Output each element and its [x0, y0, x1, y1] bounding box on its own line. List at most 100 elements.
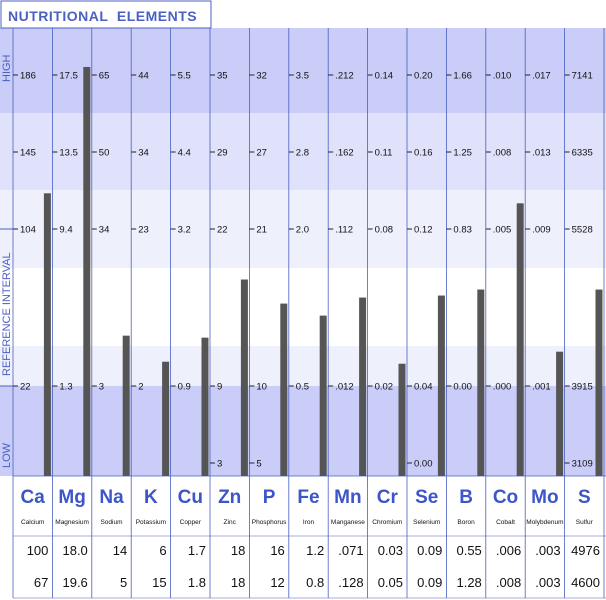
element-symbol: Mg — [58, 487, 85, 508]
tick-label: 23 — [138, 225, 149, 236]
result-value-1: 18 — [231, 543, 245, 558]
column-p: 32 27 21 10 5 P Phosphorus 16 12 — [249, 71, 288, 590]
band-0 — [0, 28, 606, 113]
column-cu: 5.5 4.4 3.2 0.9 Cu Copper 1.7 1.8 — [170, 71, 209, 590]
bar-s — [595, 289, 603, 476]
result-value-1: 1.7 — [188, 543, 206, 558]
column-ca: 186 145 104 22 Ca Calcium 100 67 — [13, 71, 51, 590]
tick-label: 0.00 — [414, 459, 433, 470]
tick-label: 0.83 — [453, 225, 472, 236]
bar-cu — [201, 337, 209, 476]
element-symbol: K — [144, 487, 158, 508]
column-mg: 17.5 13.5 9.4 1.3 Mg Magnesium 18.0 19.6 — [52, 66, 91, 590]
background-bands — [0, 28, 606, 600]
result-value-2: 12 — [270, 575, 284, 590]
tick-label: 3 — [217, 459, 222, 470]
result-value-2: 0.05 — [378, 575, 403, 590]
element-symbol: Fe — [297, 487, 319, 508]
tick-label: 2.0 — [296, 225, 309, 236]
tick-label: 0.11 — [375, 148, 393, 159]
element-symbol: Cr — [377, 487, 399, 508]
tick-label: 0.5 — [296, 382, 309, 393]
tick-label: 0.00 — [453, 382, 472, 393]
result-value-1: 100 — [27, 543, 49, 558]
tick-label: 9.4 — [59, 225, 72, 236]
tick-label: 27 — [256, 148, 267, 159]
tick-label: .010 — [493, 71, 512, 82]
result-value-2: 1.8 — [188, 575, 206, 590]
bar-b — [477, 289, 485, 476]
tick-label: 2 — [138, 382, 143, 393]
element-name: Phosphorus — [252, 519, 287, 526]
element-symbol: Mn — [334, 487, 361, 508]
element-symbol: Na — [99, 487, 124, 508]
bar-mn — [359, 297, 367, 476]
result-value-1: 0.09 — [417, 543, 442, 558]
band-3 — [0, 229, 606, 268]
tick-label: 4.4 — [178, 148, 191, 159]
tick-label: 5528 — [572, 225, 593, 236]
element-name: Copper — [180, 519, 202, 526]
element-name: Zinc — [224, 519, 237, 526]
result-value-1: .071 — [338, 543, 363, 558]
bar-k — [162, 361, 170, 476]
result-value-2: 67 — [34, 575, 48, 590]
element-symbol: Mo — [531, 487, 558, 508]
tick-label: 3.5 — [296, 71, 309, 82]
result-value-2: 19.6 — [62, 575, 87, 590]
tick-label: 0.14 — [375, 71, 394, 82]
result-value-1: 6 — [159, 543, 166, 558]
element-name: Cobalt — [496, 519, 515, 526]
title-box — [0, 0, 212, 29]
side-label-high: HIGH — [1, 54, 13, 82]
tick-label: .013 — [532, 148, 551, 159]
result-value-2: .128 — [338, 575, 363, 590]
bar-mo — [556, 351, 564, 476]
result-value-2: 18 — [231, 575, 245, 590]
element-name: Sodium — [100, 519, 122, 526]
band-1 — [0, 113, 606, 190]
result-value-1: 16 — [270, 543, 284, 558]
tick-label: 21 — [256, 225, 267, 236]
tick-label: 1.3 — [59, 382, 72, 393]
result-value-1: .003 — [535, 543, 560, 558]
tick-label: 32 — [256, 71, 267, 82]
tick-label: 0.9 — [178, 382, 191, 393]
result-value-1: 1.2 — [306, 543, 324, 558]
element-name: Potassium — [136, 519, 166, 526]
element-name: Calcium — [21, 519, 44, 526]
result-value-2: 15 — [152, 575, 166, 590]
tick-label: 34 — [138, 148, 149, 159]
element-symbol: S — [578, 487, 591, 508]
tick-label: 6335 — [572, 148, 593, 159]
tick-label: 44 — [138, 71, 149, 82]
element-symbol: Co — [493, 487, 518, 508]
tick-label: .112 — [335, 225, 353, 236]
element-symbol: Zn — [218, 487, 241, 508]
tick-label: 104 — [20, 225, 36, 236]
tick-label: 0.16 — [414, 148, 433, 159]
band-5 — [0, 346, 606, 386]
result-value-2: 1.28 — [456, 575, 481, 590]
element-symbol: P — [263, 487, 276, 508]
tick-label: 3109 — [572, 459, 593, 470]
tick-label: 13.5 — [59, 148, 78, 159]
element-name: Chromium — [372, 519, 402, 526]
tick-label: 50 — [99, 148, 110, 159]
tick-label: .212 — [335, 71, 354, 82]
column-gridlines — [12, 28, 606, 599]
tick-label: 1.25 — [453, 148, 472, 159]
tick-label: 9 — [217, 382, 222, 393]
tick-label: 7141 — [572, 71, 593, 82]
side-label-low: LOW — [1, 442, 13, 468]
result-value-2: 0.09 — [417, 575, 442, 590]
tick-label: .008 — [493, 148, 512, 159]
bar-se — [437, 295, 445, 476]
column-mn: .212 .162 .112 .012 Mn Manganese .071 .128 — [328, 71, 367, 590]
tick-label: .017 — [532, 71, 551, 82]
tick-label: .009 — [532, 225, 551, 236]
tick-label: 0.12 — [414, 225, 433, 236]
element-name: Iron — [303, 519, 315, 526]
tick-label: .012 — [335, 382, 354, 393]
